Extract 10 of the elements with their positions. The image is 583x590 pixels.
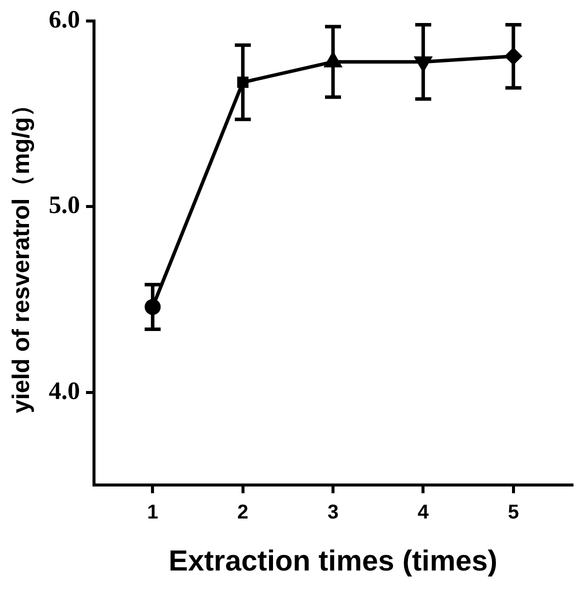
y-tick-label: 4.0	[48, 378, 80, 405]
y-axis-title: yield of resveratrol（mg/g）	[8, 93, 36, 414]
y-tick-label: 6.0	[48, 6, 80, 34]
x-tick-label: 2	[237, 502, 248, 524]
x-axis-title: Extraction times (times)	[168, 546, 498, 578]
x-tick-label: 4	[418, 502, 430, 524]
x-tick-label: 5	[508, 502, 519, 524]
x-tick-label: 1	[147, 502, 158, 524]
x-tick-label: 3	[327, 502, 339, 524]
y-tick-label: 5.0	[48, 192, 80, 220]
